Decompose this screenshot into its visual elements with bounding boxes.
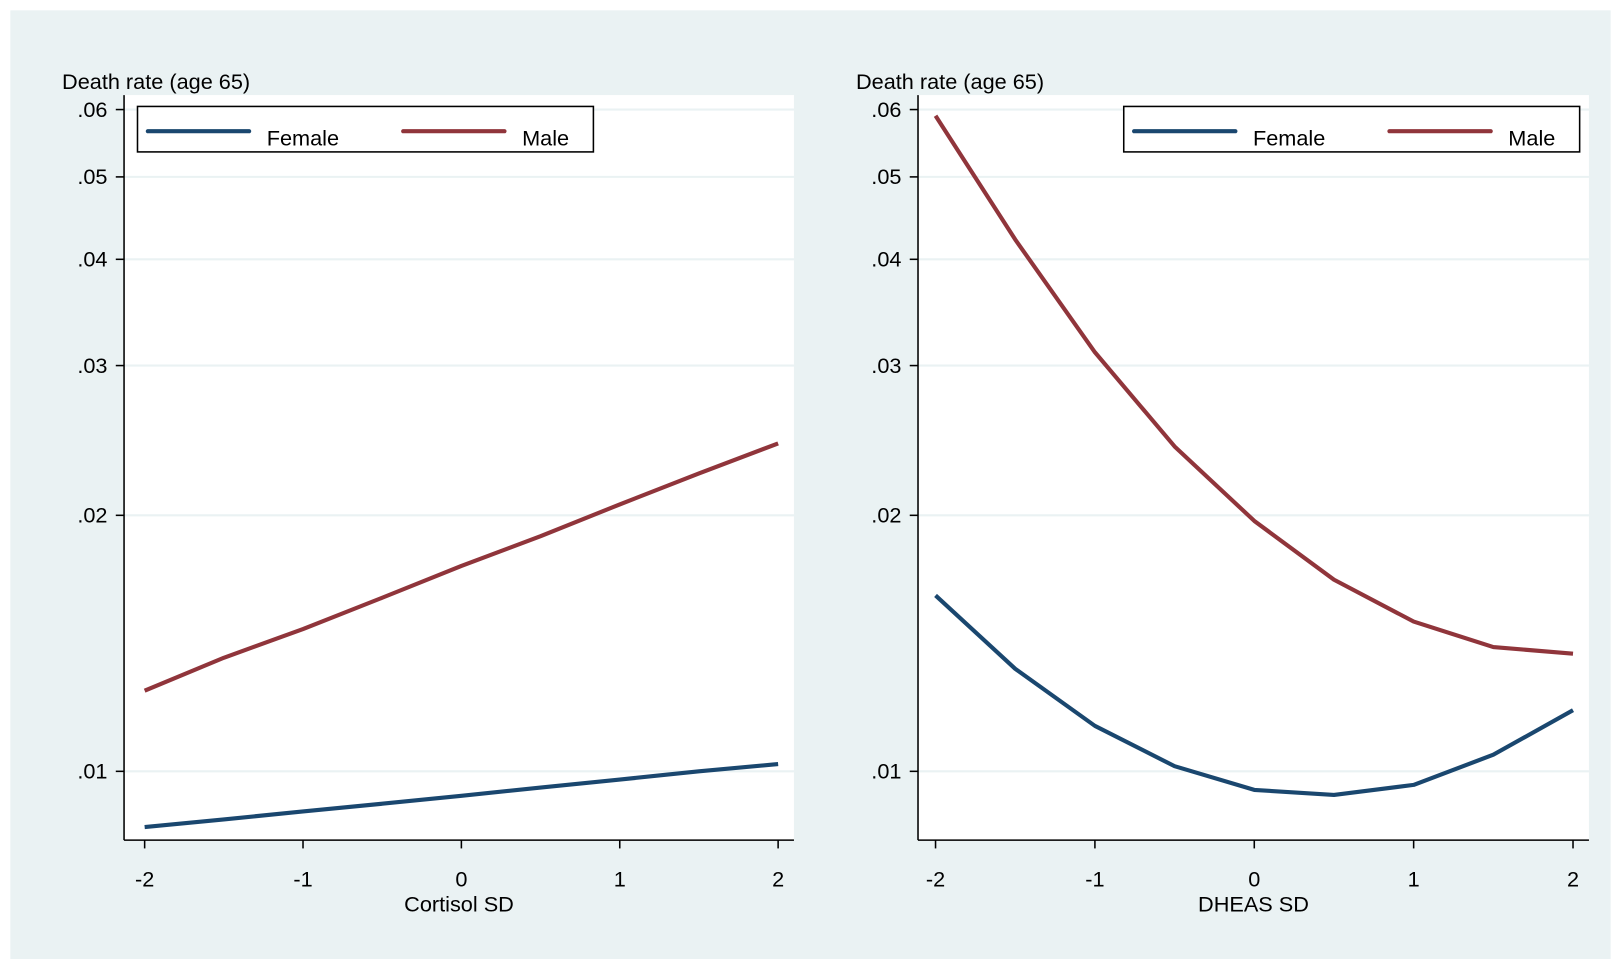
data-line — [144, 761, 779, 830]
legend-label: Female — [1253, 126, 1325, 151]
y-tick-label: .04 — [871, 247, 901, 272]
x-tick-label: -2 — [926, 867, 945, 892]
y-tick-label: .01 — [77, 759, 107, 784]
y-tick-label: .01 — [871, 759, 901, 784]
x-tick-label: -2 — [135, 867, 154, 892]
x-tick-label: 1 — [614, 867, 626, 892]
y-tick-label: .03 — [77, 353, 107, 378]
y-tick-label: .06 — [77, 97, 107, 122]
data-line — [143, 441, 779, 693]
plot-area — [124, 95, 794, 841]
x-tick-label: 2 — [772, 867, 784, 892]
y-tick-label: .02 — [77, 503, 107, 528]
x-tick-label: 2 — [1567, 867, 1579, 892]
x-axis-title: Cortisol SD — [404, 891, 514, 916]
y-tick-label: .02 — [871, 503, 901, 528]
legend-label: Male — [522, 126, 569, 151]
data-line — [934, 593, 1575, 798]
x-tick-label: 1 — [1408, 867, 1420, 892]
x-axis-title: DHEAS SD — [1198, 891, 1309, 916]
x-tick-label: -1 — [293, 867, 312, 892]
legend-label: Female — [267, 126, 339, 151]
y-tick-label: .03 — [871, 353, 901, 378]
y-axis-title: Death rate (age 65) — [856, 69, 1044, 94]
y-tick-label: .05 — [871, 164, 901, 189]
y-tick-label: .06 — [871, 97, 901, 122]
data-line — [933, 114, 1574, 656]
y-tick-label: .05 — [77, 164, 107, 189]
x-tick-label: -1 — [1085, 867, 1104, 892]
plot-area — [918, 95, 1589, 841]
y-tick-label: .04 — [77, 247, 107, 272]
x-tick-label: 0 — [455, 867, 467, 892]
legend-label: Male — [1508, 126, 1555, 151]
x-tick-label: 0 — [1248, 867, 1260, 892]
y-axis-title: Death rate (age 65) — [62, 69, 250, 94]
